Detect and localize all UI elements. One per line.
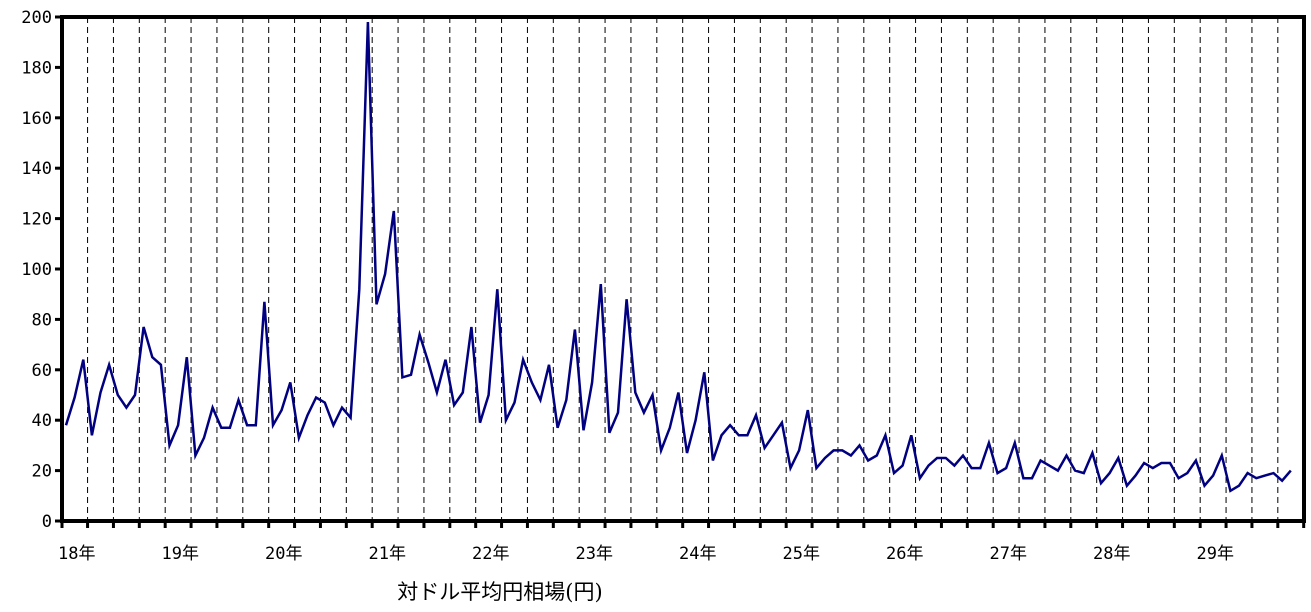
x-tick-label: 27年 xyxy=(990,544,1027,564)
y-tick-label: 140 xyxy=(21,159,52,179)
y-tick-label: 180 xyxy=(21,58,52,78)
x-tick-label: 29年 xyxy=(1197,544,1234,564)
y-tick-label: 20 xyxy=(32,462,52,482)
y-tick-label: 100 xyxy=(21,260,52,280)
y-tick-label: 80 xyxy=(32,310,52,330)
y-tick-label: 0 xyxy=(42,512,52,532)
y-axis-tick-labels: 0 20 40 60 80 100 120 140 160 180 200 xyxy=(21,8,52,532)
x-tick-label: 22年 xyxy=(472,544,509,564)
x-tick-label: 18年 xyxy=(58,544,95,564)
x-axis-tick-labels: 18年 19年 20年 21年 22年 23年 24年 25年 26年 27年 28年 29年 xyxy=(58,544,1234,564)
x-tick-label: 19年 xyxy=(162,544,199,564)
y-tick-label: 120 xyxy=(21,210,52,230)
chart-caption: 対ドル平均円相場(円) xyxy=(397,580,603,604)
y-tick-label: 200 xyxy=(21,8,52,28)
x-tick-label: 26年 xyxy=(886,544,923,564)
x-tick-label: 24年 xyxy=(679,544,716,564)
x-tick-label: 23年 xyxy=(576,544,613,564)
y-tick-label: 40 xyxy=(32,411,52,431)
y-axis-ticks xyxy=(55,15,62,523)
x-tick-label: 28年 xyxy=(1093,544,1130,564)
x-tick-label: 25年 xyxy=(783,544,820,564)
y-tick-label: 160 xyxy=(21,109,52,129)
vertical-gridlines xyxy=(87,17,1279,521)
x-tick-label: 20年 xyxy=(265,544,302,564)
x-axis-ticks xyxy=(60,521,1306,528)
x-tick-label: 21年 xyxy=(369,544,406,564)
y-tick-label: 60 xyxy=(32,361,52,381)
series-line xyxy=(64,21,1292,493)
